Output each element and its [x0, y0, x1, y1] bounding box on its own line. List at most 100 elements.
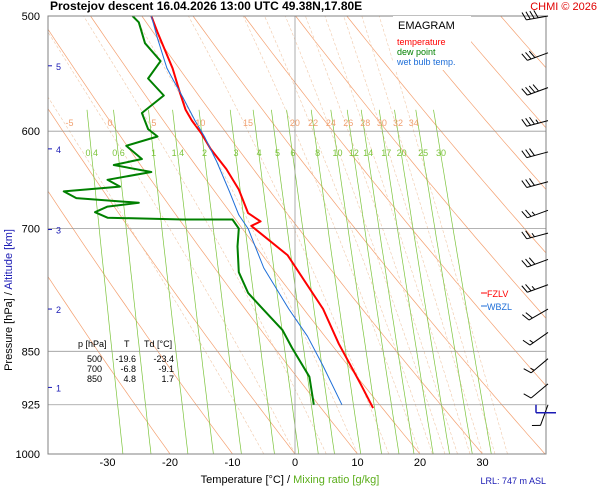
wind-barb-feather	[525, 118, 532, 126]
wind-barb	[521, 178, 549, 188]
legend-temperature: temperature	[397, 37, 446, 47]
moist-adiabat-line	[242, 16, 421, 454]
wind-barb-feather	[522, 339, 531, 346]
pressure-tick-label: 600	[22, 126, 40, 138]
moist-adiabat-label: 10	[195, 118, 205, 128]
wind-barb	[521, 148, 549, 159]
moist-adiabat-label: 24	[326, 118, 336, 128]
altitude-tick-label: 5	[56, 62, 61, 72]
moist-adiabat-line	[284, 16, 446, 454]
dry-adiabat-line	[48, 108, 296, 454]
altitude-tick-label: 3	[56, 226, 61, 236]
wind-barb-feather	[528, 257, 536, 265]
pressure-tick-label: 700	[22, 224, 40, 236]
mixing-ratio-line	[286, 109, 335, 454]
moist-adiabat-line	[305, 16, 458, 454]
table-row-500-p: 500	[87, 354, 102, 364]
mixing-ratio-line	[113, 109, 152, 454]
pressure-tick-label: 1000	[16, 449, 40, 461]
mixing-ratio-line	[198, 109, 242, 454]
moist-adiabat-label: 0	[108, 118, 113, 128]
wind-barb-feather	[521, 119, 528, 127]
temperature-tick-label: 20	[414, 457, 426, 469]
temperature-tick-label: -20	[162, 457, 178, 469]
table-row-700-t: -6.8	[120, 364, 136, 374]
mixing-ratio-label: 4	[257, 148, 262, 158]
dry-adiabat-line	[48, 190, 233, 454]
wind-barb-feather	[529, 178, 535, 186]
moist-adiabat-label: 15	[243, 118, 253, 128]
wind-barb	[521, 50, 549, 61]
mixing-ratio-line	[346, 109, 400, 454]
mixing-ratio-label: 14	[363, 148, 373, 158]
wind-barb-feather	[528, 50, 536, 58]
moist-adiabat-label: 34	[409, 118, 419, 128]
mixing-ratio-label: 12	[349, 148, 359, 158]
temperature-tick-label: 0	[292, 457, 298, 469]
fzlv-label: FZLV	[487, 289, 508, 299]
mixing-ratio-line	[172, 109, 214, 454]
wind-barb-feather	[523, 368, 532, 374]
moist-adiabat-label: 28	[360, 118, 370, 128]
x-axis-mix-label: Mixing ratio [g/kg]	[293, 474, 379, 486]
wind-barb-feather	[525, 258, 532, 266]
wind-barb-half-feather	[529, 339, 534, 344]
mixing-ratio-label: 6	[290, 148, 295, 158]
wind-barb	[521, 84, 549, 96]
wind-barb-feather	[521, 88, 528, 96]
moist-adiabat-label: -5	[66, 118, 74, 128]
y-axis-pressure-label: Pressure [hPa] /	[3, 290, 15, 371]
moist-adiabat-label: 20	[290, 118, 300, 128]
wind-barb	[523, 358, 549, 374]
wind-barb-feather	[525, 179, 532, 187]
wind-barb-feather	[525, 149, 532, 157]
table-header-td: Td [°C]	[144, 339, 172, 349]
pressure-tick-label: 500	[22, 11, 40, 23]
wind-barb-feather	[521, 260, 528, 268]
moist-adiabat-label: 32	[393, 118, 403, 128]
mixing-ratio-label: 25	[418, 148, 428, 158]
copyright-credit: CHMI © 2026	[530, 1, 597, 13]
wind-barb-feather	[529, 116, 535, 125]
altitude-tick-label: 4	[56, 145, 61, 155]
wind-barb-feather	[523, 393, 532, 399]
moist-adiabat-line	[48, 96, 265, 454]
wind-barb-feather	[521, 231, 528, 240]
dry-adiabat-line	[295, 16, 546, 319]
mixing-ratio-label: 0.6	[112, 148, 125, 158]
mixing-ratio-line	[229, 109, 275, 454]
wind-barb-half-feather	[531, 232, 535, 238]
wetbulb-profile	[150, 16, 343, 405]
table-row-850-t: 4.8	[123, 374, 136, 384]
mixing-ratio-line	[148, 109, 189, 454]
temperature-profile	[150, 16, 374, 409]
dry-adiabat-line	[500, 16, 546, 69]
wind-barb-feather	[521, 180, 528, 188]
table-header-t: T	[124, 339, 130, 349]
dry-adiabat-line	[346, 16, 546, 254]
wind-barb-feather	[532, 84, 539, 92]
moist-adiabat-line	[324, 16, 471, 454]
mixing-ratio-line	[86, 109, 124, 454]
moist-adiabat-line	[48, 31, 296, 454]
temperature-tick-label: 30	[476, 457, 488, 469]
mixing-ratio-line	[415, 109, 473, 454]
moist-adiabat-label: 5	[151, 118, 156, 128]
moist-adiabat-line	[264, 16, 433, 454]
mixing-ratio-label: 10	[332, 148, 342, 158]
mixing-ratio-label: 1	[151, 148, 156, 158]
moist-adiabat-label: 26	[343, 118, 353, 128]
wind-barb	[521, 257, 549, 268]
sounding-table: p [hPa] T Td [°C] 500 -19.6 -23.4 700 -6…	[78, 339, 174, 384]
altitude-tick-label: 1	[56, 383, 61, 393]
mixing-ratio-line	[394, 109, 450, 454]
mixing-ratio-label: 30	[436, 148, 446, 158]
wind-barb	[521, 10, 549, 21]
x-axis-title: Temperature [°C] / Mixing ratio [g/kg]	[201, 474, 380, 486]
wind-barb-feather	[521, 150, 528, 158]
temperature-tick-label: -30	[100, 457, 116, 469]
wind-barb-feather	[525, 209, 532, 217]
wind-barb-half-feather	[531, 211, 536, 216]
mixing-ratio-label: 17	[381, 148, 391, 158]
mixing-ratio-line	[310, 109, 362, 454]
